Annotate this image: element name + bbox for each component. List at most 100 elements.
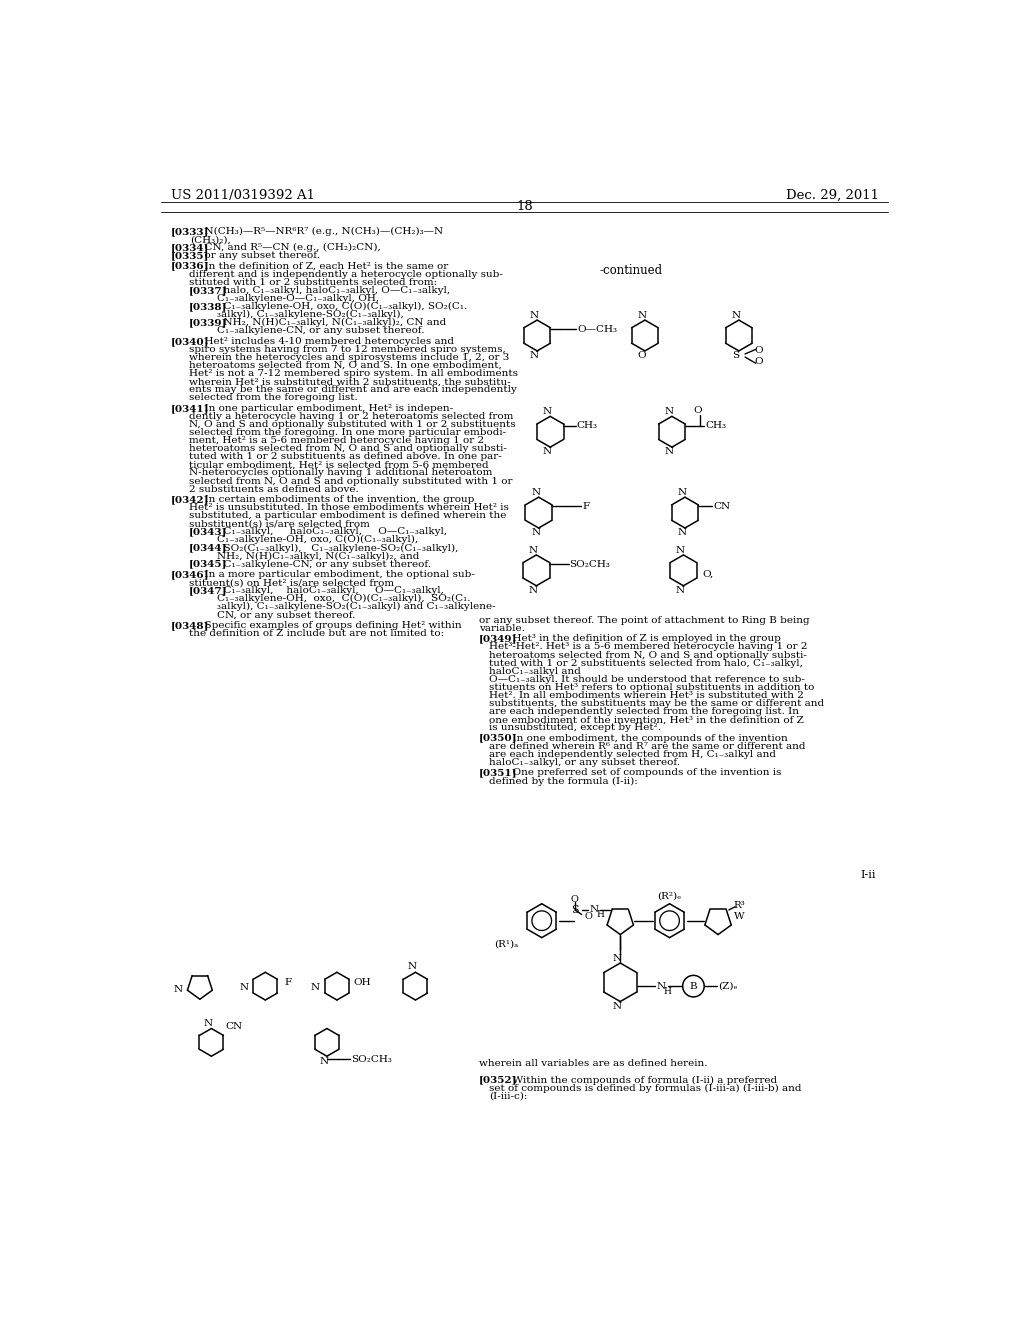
Text: Within the compounds of formula (I-ii) a preferred: Within the compounds of formula (I-ii) a…	[506, 1076, 777, 1085]
Text: N: N	[656, 982, 666, 990]
Text: dently a heterocycle having 1 or 2 heteroatoms selected from: dently a heterocycle having 1 or 2 heter…	[189, 412, 513, 421]
Text: wherein the heterocycles and spirosystems include 1, 2, or 3: wherein the heterocycles and spirosystem…	[189, 352, 510, 362]
Text: N, O and S and optionally substituted with 1 or 2 substituents: N, O and S and optionally substituted wi…	[189, 420, 516, 429]
Text: CN, or any subset thereof.: CN, or any subset thereof.	[217, 611, 355, 619]
Text: N: N	[240, 983, 248, 993]
Text: is unsubstituted, except by Het².: is unsubstituted, except by Het².	[489, 723, 662, 733]
Text: tuted with 1 or 2 substituents as defined above. In one par-: tuted with 1 or 2 substituents as define…	[189, 453, 502, 461]
Text: S: S	[732, 351, 739, 360]
Text: [0348]: [0348]	[171, 620, 209, 630]
Text: N(CH₃)—R⁵—NR⁶R⁷ (e.g., N(CH₃)—(CH₂)₃—N: N(CH₃)—R⁵—NR⁶R⁷ (e.g., N(CH₃)—(CH₂)₃—N	[199, 227, 443, 236]
Text: set of compounds is defined by formulas (I-iii-a) (I-iii-b) and: set of compounds is defined by formulas …	[489, 1084, 802, 1093]
Text: variable.: variable.	[478, 624, 524, 634]
Text: N: N	[543, 447, 552, 457]
Text: (CH₃)₂),: (CH₃)₂),	[189, 235, 230, 244]
Text: H: H	[664, 987, 672, 997]
Text: [0337]: [0337]	[189, 286, 227, 294]
Text: [0336]: [0336]	[171, 261, 209, 271]
Text: are each independently selected from the foregoing list. In: are each independently selected from the…	[489, 708, 800, 717]
Text: N: N	[529, 312, 539, 319]
Text: O: O	[693, 405, 701, 414]
Text: B: B	[689, 982, 697, 990]
Text: (R¹)ₐ: (R¹)ₐ	[495, 940, 518, 948]
Text: wherein all variables are as defined herein.: wherein all variables are as defined her…	[478, 1059, 708, 1068]
Text: SO₂(C₁₋₃alkyl),   C₁₋₃alkylene-SO₂(C₁₋₃alkyl),: SO₂(C₁₋₃alkyl), C₁₋₃alkylene-SO₂(C₁₋₃alk…	[217, 544, 458, 553]
Text: or any subset thereof. The point of attachment to Ring B being: or any subset thereof. The point of atta…	[478, 616, 809, 624]
Text: F: F	[285, 978, 292, 987]
Text: SO₂CH₃: SO₂CH₃	[351, 1055, 391, 1064]
Text: [0344]: [0344]	[189, 544, 227, 553]
Text: (R²)ₑ: (R²)ₑ	[657, 891, 682, 900]
Text: one embodiment of the invention, Het³ in the definition of Z: one embodiment of the invention, Het³ in…	[489, 715, 804, 725]
Text: [0346]: [0346]	[171, 570, 209, 579]
Text: [0343]: [0343]	[189, 528, 227, 536]
Text: [0342]: [0342]	[171, 495, 209, 504]
Text: [0340]: [0340]	[171, 337, 209, 346]
Text: C₁₋₃alkyl,    haloC₁₋₃alkyl,     O—C₁₋₃alkyl,: C₁₋₃alkyl, haloC₁₋₃alkyl, O—C₁₋₃alkyl,	[217, 586, 443, 595]
Text: substituent(s) is/are selected from: substituent(s) is/are selected from	[189, 519, 370, 528]
Text: N: N	[528, 546, 538, 554]
Text: (Z)ₑ: (Z)ₑ	[718, 982, 737, 990]
Text: C₁₋₃alkylene-O—C₁₋₃alkyl, OH,: C₁₋₃alkylene-O—C₁₋₃alkyl, OH,	[217, 294, 379, 304]
Text: 18: 18	[516, 199, 534, 213]
Text: I-ii: I-ii	[860, 870, 876, 879]
Text: N: N	[676, 546, 685, 554]
Text: N: N	[531, 528, 540, 537]
Text: C₁₋₃alkylene-OH, oxo, C(O)(C₁₋₃alkyl),: C₁₋₃alkylene-OH, oxo, C(O)(C₁₋₃alkyl),	[217, 536, 418, 544]
Text: stituents on Het³ refers to optional substituents in addition to: stituents on Het³ refers to optional sub…	[489, 682, 815, 692]
Text: N: N	[531, 488, 540, 498]
Text: O: O	[755, 358, 763, 366]
Text: tuted with 1 or 2 substituents selected from halo, C₁₋₃alkyl,: tuted with 1 or 2 substituents selected …	[489, 659, 803, 668]
Text: O,: O,	[702, 570, 714, 578]
Text: N: N	[677, 488, 686, 498]
Text: C₁₋₃alkyl,     haloC₁₋₃alkyl,     O—C₁₋₃alkyl,: C₁₋₃alkyl, haloC₁₋₃alkyl, O—C₁₋₃alkyl,	[217, 528, 446, 536]
Text: F: F	[583, 502, 590, 511]
Text: C₁₋₃alkylene-CN, or any subset thereof.: C₁₋₃alkylene-CN, or any subset thereof.	[217, 560, 431, 569]
Text: [0341]: [0341]	[171, 404, 209, 413]
Text: CH₃: CH₃	[577, 421, 597, 430]
Text: SO₂CH₃: SO₂CH₃	[569, 560, 610, 569]
Text: [0345]: [0345]	[189, 560, 227, 569]
Text: O: O	[584, 912, 592, 920]
Text: [0349]: [0349]	[478, 635, 517, 643]
Text: In one particular embodiment, Het² is indepen-: In one particular embodiment, Het² is in…	[199, 404, 454, 413]
Text: stituted with 1 or 2 substituents selected from:: stituted with 1 or 2 substituents select…	[189, 279, 437, 286]
Text: CH₃: CH₃	[706, 421, 727, 430]
Text: N: N	[311, 983, 319, 993]
Text: substituents, the substituents may be the same or different and: substituents, the substituents may be th…	[489, 700, 824, 708]
Text: Het² is not a 7-12 membered spiro system. In all embodiments: Het² is not a 7-12 membered spiro system…	[189, 370, 518, 378]
Text: [0351]: [0351]	[478, 768, 517, 777]
Text: [0352]: [0352]	[478, 1076, 517, 1085]
Text: In certain embodiments of the invention, the group: In certain embodiments of the invention,…	[199, 495, 475, 504]
Text: CN, and R⁵—CN (e.g., (CH₂)₂CN),: CN, and R⁵—CN (e.g., (CH₂)₂CN),	[199, 243, 381, 252]
Text: NH₂, N(H)C₁₋₃alkyl, N(C₁₋₃alkyl)₂, CN and: NH₂, N(H)C₁₋₃alkyl, N(C₁₋₃alkyl)₂, CN an…	[217, 318, 446, 327]
Text: [0335]: [0335]	[171, 251, 209, 260]
Text: N: N	[612, 954, 622, 962]
Text: ₃alkyl), C₁₋₃alkylene-SO₂(C₁₋₃alkyl),: ₃alkyl), C₁₋₃alkylene-SO₂(C₁₋₃alkyl),	[217, 310, 403, 319]
Text: N-heterocycles optionally having 1 additional heteroatom: N-heterocycles optionally having 1 addit…	[189, 469, 493, 478]
Text: C₁₋₃alkylene-OH,  oxo,  C(O)(C₁₋₃alkyl),  SO₂(C₁.: C₁₋₃alkylene-OH, oxo, C(O)(C₁₋₃alkyl), S…	[217, 594, 470, 603]
Text: halo, C₁₋₃alkyl, haloC₁₋₃alkyl, O—C₁₋₃alkyl,: halo, C₁₋₃alkyl, haloC₁₋₃alkyl, O—C₁₋₃al…	[217, 286, 450, 294]
Text: selected from the foregoing list.: selected from the foregoing list.	[189, 393, 357, 403]
Text: ents may be the same or different and are each independently: ents may be the same or different and ar…	[189, 385, 517, 395]
Text: heteroatoms selected from N, O and S and optionally substi-: heteroatoms selected from N, O and S and…	[189, 445, 507, 453]
Text: [0350]: [0350]	[478, 734, 517, 743]
Text: heteroatoms selected from N, O and S and optionally substi-: heteroatoms selected from N, O and S and…	[489, 651, 807, 660]
Text: [0333]: [0333]	[171, 227, 209, 236]
Text: wherein Het² is substituted with 2 substituents, the substitu-: wherein Het² is substituted with 2 subst…	[189, 378, 511, 387]
Text: Dec. 29, 2011: Dec. 29, 2011	[786, 189, 879, 202]
Text: [0334]: [0334]	[171, 243, 209, 252]
Text: OH: OH	[354, 978, 372, 987]
Text: O: O	[638, 351, 646, 360]
Text: defined by the formula (I-ii):: defined by the formula (I-ii):	[489, 776, 638, 785]
Text: O: O	[571, 895, 579, 904]
Text: In the definition of Z, each Het² is the same or: In the definition of Z, each Het² is the…	[199, 261, 449, 271]
Text: O—C₁₋₃alkyl. It should be understood that reference to sub-: O—C₁₋₃alkyl. It should be understood tha…	[489, 675, 805, 684]
Text: Het². In all embodiments wherein Het³ is substituted with 2: Het². In all embodiments wherein Het³ is…	[489, 690, 804, 700]
Text: C₁₋₃alkylene-OH, oxo, C(O)(C₁₋₃alkyl), SO₂(C₁.: C₁₋₃alkylene-OH, oxo, C(O)(C₁₋₃alkyl), S…	[217, 302, 467, 312]
Text: R³: R³	[733, 900, 745, 909]
Text: US 2011/0319392 A1: US 2011/0319392 A1	[171, 189, 314, 202]
Text: S: S	[571, 906, 579, 915]
Text: N: N	[590, 906, 599, 915]
Text: spiro systems having from 7 to 12 membered spiro systems,: spiro systems having from 7 to 12 member…	[189, 345, 506, 354]
